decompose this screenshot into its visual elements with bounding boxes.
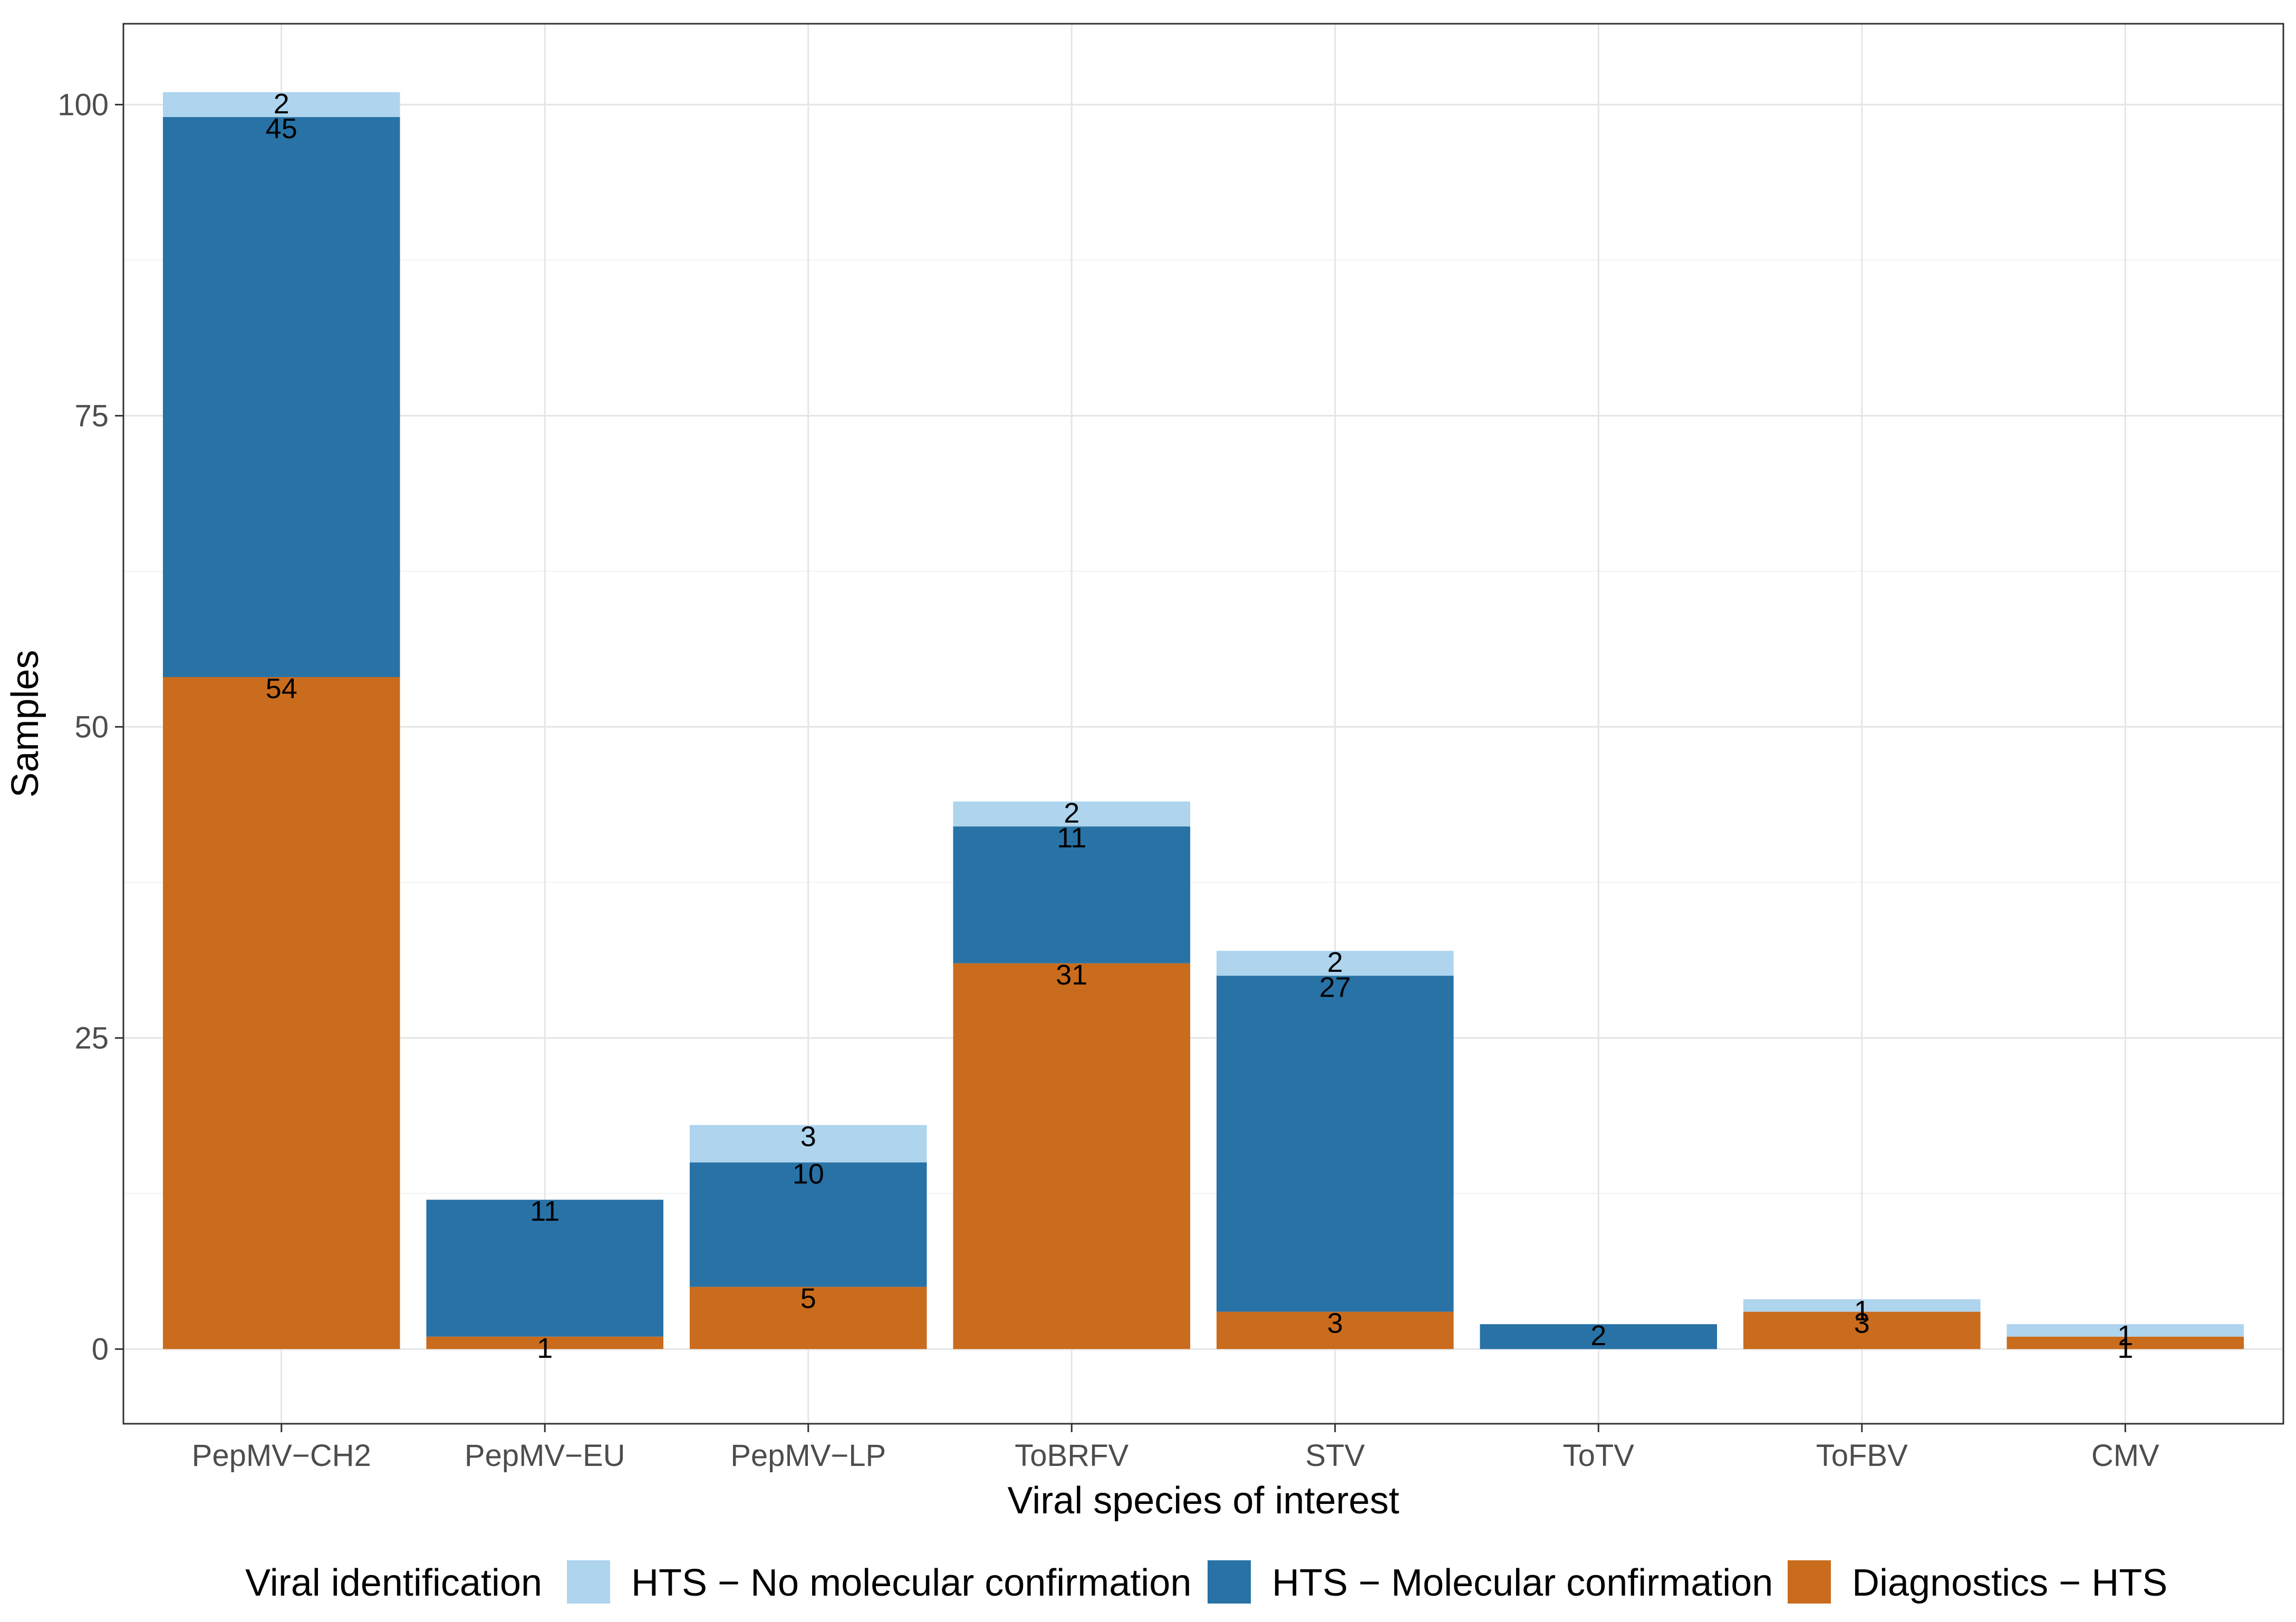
bar-segment — [689, 1287, 927, 1349]
bar-data-label: 54 — [266, 673, 297, 704]
x-tick-label: PepMV−LP — [730, 1438, 886, 1473]
bar-data-label: 3 — [800, 1121, 816, 1153]
bar-segment — [426, 1336, 663, 1349]
legend-swatch — [1788, 1560, 1831, 1604]
bar-data-label: 11 — [1057, 822, 1086, 854]
x-tick-label: ToTV — [1563, 1438, 1635, 1473]
bar-segment — [689, 1162, 927, 1287]
bar-segment — [953, 963, 1191, 1349]
bar-segment — [162, 677, 400, 1349]
y-tick-label: 75 — [74, 399, 109, 433]
bar-data-label: 45 — [266, 113, 297, 144]
bar-data-label: 11 — [530, 1195, 559, 1227]
legend: Viral identification HTS − No molecular … — [245, 1560, 2167, 1604]
y-axis-title: Samples — [4, 650, 46, 797]
bar-data-label: 2 — [1590, 1320, 1606, 1351]
bar-data-label: 10 — [793, 1158, 824, 1190]
x-tick-label: CMV — [2091, 1438, 2159, 1473]
x-tick-label: STV — [1305, 1438, 1365, 1473]
x-axis-title: Viral species of interest — [1007, 1480, 1399, 1522]
bar-segment — [162, 92, 400, 117]
x-tick-label: ToFBV — [1816, 1438, 1908, 1473]
bar-segment — [1216, 951, 1454, 976]
bar-segment — [1743, 1299, 1981, 1312]
y-tick-label: 50 — [74, 710, 109, 744]
y-tick-label: 0 — [92, 1332, 109, 1366]
bar-data-label: 3 — [1854, 1308, 1870, 1339]
bar-segment — [1743, 1311, 1981, 1349]
bar-segment — [2006, 1336, 2244, 1349]
legend-swatch — [1208, 1560, 1251, 1604]
bar-segment — [162, 117, 400, 677]
x-tick-label: PepMV−EU — [465, 1438, 625, 1473]
bar-segment — [1216, 976, 1454, 1312]
bar-data-label: 2 — [274, 88, 290, 120]
bar-segment — [1216, 1311, 1454, 1349]
bar-data-label: 3 — [1327, 1308, 1343, 1339]
bar-data-label: 2 — [1327, 947, 1343, 978]
bar-data-label: 1 — [2117, 1333, 2133, 1364]
legend-label: HTS − No molecular confirmation — [631, 1562, 1191, 1604]
panel-border — [122, 23, 2284, 1425]
x-tick-label: PepMV−CH2 — [192, 1438, 371, 1473]
legend-title: Viral identification — [245, 1562, 542, 1604]
legend-label: Diagnostics − HTS — [1852, 1562, 2167, 1604]
bars — [162, 92, 2244, 1349]
bar-data-label: 1 — [2117, 1320, 2133, 1351]
bar-data-label: 5 — [800, 1282, 816, 1314]
legend-label: HTS − Molecular confirmation — [1272, 1562, 1773, 1604]
x-tick-label: ToBRFV — [1015, 1438, 1128, 1473]
bar-data-label: 1 — [1854, 1295, 1870, 1327]
y-tick-label: 25 — [74, 1021, 109, 1055]
bar-segment — [689, 1125, 927, 1163]
bar-segment — [1480, 1324, 1718, 1349]
bar-data-label: 27 — [1319, 971, 1351, 1003]
bar-data-label: 31 — [1056, 959, 1087, 991]
bar-segment — [426, 1200, 663, 1337]
bar-data-label: 1 — [537, 1333, 553, 1364]
y-tick-label: 100 — [57, 88, 109, 122]
legend-swatch — [567, 1560, 610, 1604]
bar-data-label: 2 — [1064, 797, 1079, 829]
bar-segment — [953, 826, 1191, 963]
bar-segment — [953, 802, 1191, 827]
bar-segment — [2006, 1324, 2244, 1337]
